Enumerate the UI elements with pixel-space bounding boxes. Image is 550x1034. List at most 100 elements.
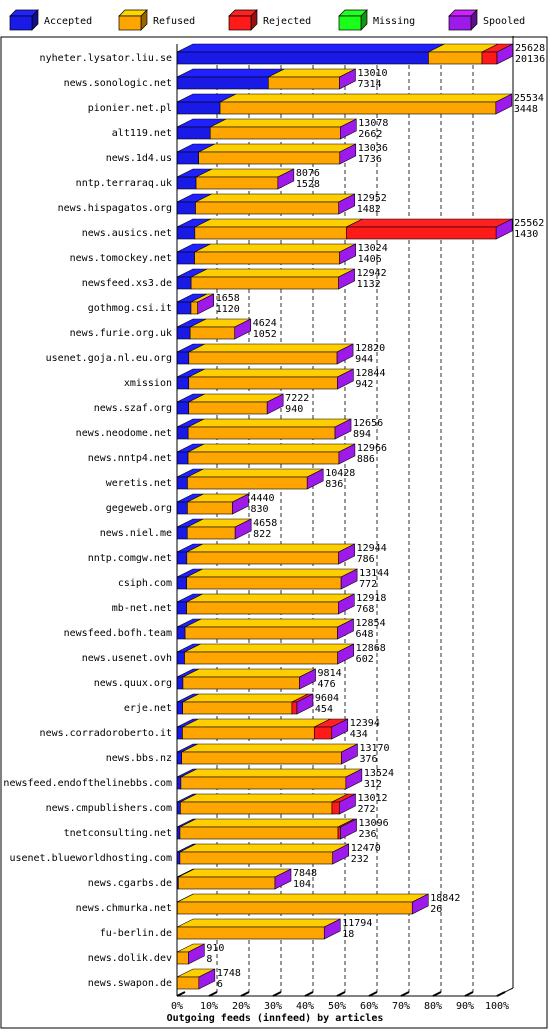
category-label: news.szaf.org: [94, 403, 172, 414]
offered-value: 13096: [359, 818, 389, 829]
bar-refused: [196, 177, 278, 189]
category-label: tnetconsulting.net: [64, 828, 172, 839]
bar-row: [177, 819, 357, 839]
bar-refused-top: [187, 469, 323, 477]
bar-refused: [220, 102, 496, 114]
x-tick-mark: [209, 992, 217, 996]
bar-row: [177, 394, 283, 414]
accepted-value: 942: [355, 379, 373, 390]
legend-swatch: [229, 16, 251, 30]
category-label: news.corradoroberto.it: [40, 728, 172, 739]
legend-label: Spooled: [483, 16, 525, 27]
x-tick-label: 60%: [360, 1001, 378, 1012]
legend-label: Accepted: [44, 16, 92, 27]
accepted-value: 944: [355, 354, 373, 365]
bar-accepted: [177, 152, 199, 164]
accepted-value: 312: [364, 779, 382, 790]
category-label: news.furie.org.uk: [70, 328, 172, 339]
bar-refused-top: [182, 744, 358, 752]
offered-value: 7848: [293, 868, 317, 879]
bar-row: [177, 294, 214, 314]
accepted-value: 1120: [216, 304, 240, 315]
x-tick-mark: [465, 992, 473, 996]
bar-refused: [177, 952, 188, 964]
offered-value: 13036: [358, 143, 388, 154]
category-label: erje.net: [124, 703, 172, 714]
bar-accepted-top: [177, 69, 284, 77]
bar-refused: [190, 327, 235, 339]
bar-refused: [189, 352, 337, 364]
category-label: fu-berlin.de: [100, 928, 172, 939]
bar-row: [177, 919, 340, 939]
offered-value: 13078: [358, 118, 388, 129]
category-label: newsfeed.xs3.de: [82, 278, 172, 289]
bar-accepted: [177, 452, 188, 464]
bar-row: [177, 594, 354, 614]
x-tick-label: 40%: [296, 1001, 314, 1012]
bar-accepted-top: [177, 44, 444, 52]
accepted-value: 836: [325, 479, 343, 490]
bar-accepted: [177, 527, 187, 539]
bar-row: [177, 719, 348, 739]
bar-refused-top: [188, 444, 355, 452]
offered-value: 1748: [217, 968, 241, 979]
bar-row: [177, 569, 357, 589]
x-tick-label: 90%: [456, 1001, 474, 1012]
bar-refused: [182, 727, 314, 739]
bar-refused-top: [187, 569, 357, 577]
bar-refused: [187, 602, 339, 614]
category-label: news.cgarbs.de: [88, 878, 172, 889]
bar-refused: [191, 302, 198, 314]
offered-value: 12952: [357, 193, 387, 204]
category-label: gothmog.csi.it: [88, 303, 172, 314]
offered-value: 12868: [356, 643, 386, 654]
accepted-value: 476: [318, 679, 336, 690]
accepted-value: 232: [351, 854, 369, 865]
offered-value: 12854: [355, 618, 385, 629]
category-labels: nyheter.lysator.liu.senews.sonologic.net…: [3, 53, 172, 989]
x-tick-mark: [497, 992, 505, 996]
offered-value: 8076: [296, 168, 320, 179]
bar-row: [177, 669, 316, 689]
category-label: pionier.net.pl: [88, 103, 172, 114]
bar-row: [177, 94, 512, 114]
accepted-value: 602: [356, 654, 374, 665]
bar-accepted: [177, 602, 187, 614]
offered-value: 9814: [318, 668, 342, 679]
accepted-value: 454: [315, 704, 333, 715]
bar-refused-top: [188, 419, 351, 427]
bar-refused: [177, 927, 324, 939]
offered-value: 10428: [325, 468, 355, 479]
bar-row: [177, 869, 291, 889]
accepted-value: 1430: [514, 229, 538, 240]
bar-row: [177, 744, 357, 764]
category-label: mb-net.net: [112, 603, 172, 614]
x-tick-mark: [241, 992, 249, 996]
bar-refused-top: [180, 819, 354, 827]
bar-row: [177, 894, 428, 914]
accepted-value: 1406: [358, 254, 382, 265]
category-label: news.cmpublishers.com: [46, 803, 172, 814]
bar-accepted: [177, 477, 187, 489]
offered-value: 12942: [357, 268, 387, 279]
bar-refused: [183, 677, 300, 689]
bar-refused-top: [195, 219, 362, 227]
bar-refused-top: [220, 94, 512, 102]
bar-accepted: [177, 427, 188, 439]
category-label: news.hispagatos.org: [58, 203, 172, 214]
offered-value: 12820: [355, 343, 385, 354]
category-label: nyheter.lysator.liu.se: [40, 53, 172, 64]
bar-refused-top: [195, 244, 356, 252]
x-tick-mark: [305, 992, 313, 996]
bar-refused-top: [191, 269, 354, 277]
accepted-value: 1736: [358, 154, 382, 165]
bar-refused: [268, 77, 339, 89]
offered-value: 12944: [357, 543, 387, 554]
accepted-value: 272: [357, 804, 375, 815]
category-label: news.ausics.net: [82, 228, 172, 239]
offered-value: 12394: [350, 718, 380, 729]
bar-refused-top: [196, 169, 294, 177]
accepted-value: 6: [217, 979, 223, 990]
category-label: weretis.net: [106, 478, 172, 489]
